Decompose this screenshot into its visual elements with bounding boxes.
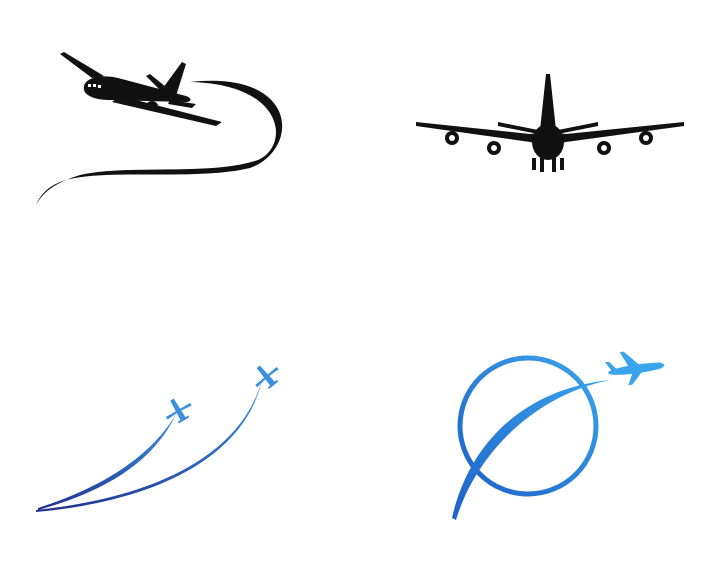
globe-airplane-orbit-icon: [452, 351, 665, 520]
two-airplanes-trails-icon: [36, 365, 279, 512]
airplane-front-view-icon: [416, 74, 684, 172]
airplane-takeoff-swoosh-icon: [36, 52, 283, 205]
